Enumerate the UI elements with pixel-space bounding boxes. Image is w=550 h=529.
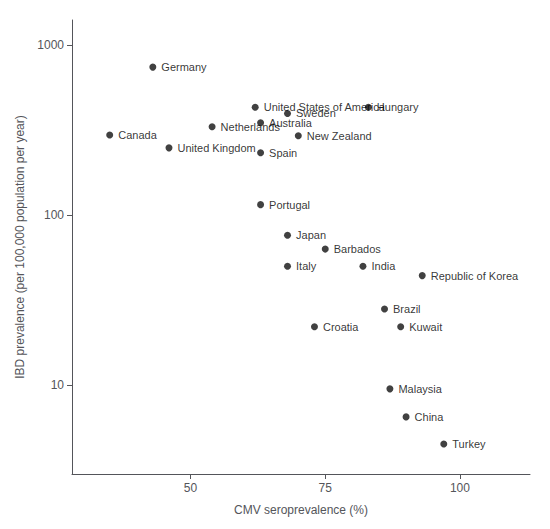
svg-text:Portugal: Portugal — [269, 199, 310, 211]
svg-text:1000: 1000 — [37, 38, 64, 52]
svg-text:Turkey: Turkey — [452, 438, 486, 450]
svg-text:Australia: Australia — [269, 117, 313, 129]
svg-text:Malaysia: Malaysia — [398, 383, 442, 395]
svg-text:Japan: Japan — [296, 229, 326, 241]
svg-text:Germany: Germany — [161, 61, 207, 73]
svg-text:Italy: Italy — [296, 260, 317, 272]
svg-text:Kuwait: Kuwait — [409, 321, 442, 333]
svg-text:Netherlands: Netherlands — [220, 120, 280, 133]
svg-text:New Zealand: New Zealand — [307, 130, 372, 142]
svg-text:Barbados: Barbados — [334, 243, 382, 255]
svg-text:100: 100 — [450, 481, 470, 495]
svg-text:India: India — [371, 260, 396, 272]
svg-text:Brazil: Brazil — [393, 303, 421, 315]
svg-text:50: 50 — [184, 481, 198, 495]
svg-text:CMV seroprevalence (%): CMV seroprevalence (%) — [234, 503, 368, 517]
svg-text:Canada: Canada — [118, 129, 157, 141]
svg-text:China: China — [415, 411, 445, 423]
svg-text:United Kingdom: United Kingdom — [177, 142, 255, 154]
svg-text:United States of America: United States of America — [263, 101, 385, 114]
svg-text:100: 100 — [44, 208, 64, 222]
svg-text:Hungary: Hungary — [377, 101, 419, 113]
svg-text:Croatia: Croatia — [323, 321, 359, 333]
svg-text:IBD prevalence (per 100,000 po: IBD prevalence (per 100,000 population p… — [13, 115, 27, 379]
svg-text:Republic of Korea: Republic of Korea — [431, 270, 519, 282]
svg-text:10: 10 — [51, 378, 65, 392]
svg-text:Spain: Spain — [269, 147, 297, 159]
svg-text:75: 75 — [319, 481, 333, 495]
svg-text:Sweden: Sweden — [296, 107, 336, 120]
